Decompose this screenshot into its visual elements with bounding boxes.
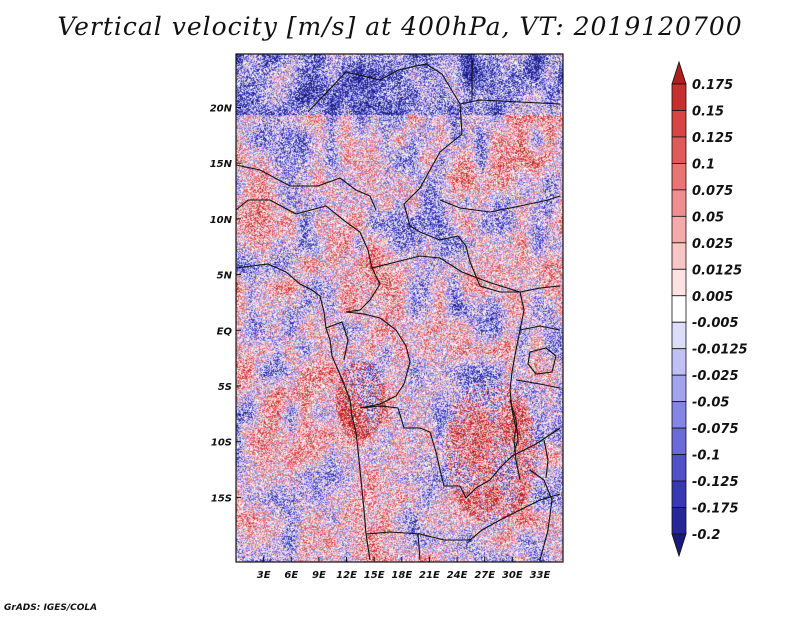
coastline-west-africa — [235, 263, 371, 561]
colorbar-level-label: 0.005 — [692, 290, 733, 305]
colorbar-level-label: 0.0125 — [692, 263, 742, 278]
border-south-sudan — [439, 195, 561, 213]
colorbar-level-label: -0.075 — [692, 422, 739, 437]
x-tick-label: 27E — [474, 570, 495, 581]
colorbar-swatch — [671, 215, 687, 244]
y-tick-label: 20N — [210, 103, 233, 114]
x-tick-label: 3E — [257, 570, 271, 581]
x-tick-label: 18E — [391, 570, 412, 581]
border-angola-zambia — [365, 493, 561, 541]
x-tick-label: 33E — [530, 570, 551, 581]
colorbar-legend: 0.175 0.15 0.125 0.1 0.075 0.05 0.025 0.0125 0.0… — [671, 60, 748, 558]
colorbar-level-label: -0.175 — [692, 502, 739, 517]
y-tick-label: 10N — [210, 215, 233, 226]
x-tick-label: 9E — [312, 570, 326, 581]
colorbar-swatch — [671, 401, 687, 429]
colorbar-swatch — [671, 427, 687, 455]
colorbar-swatch — [671, 454, 687, 482]
y-tick-label: 5S — [218, 382, 232, 393]
colorbar-level-label: -0.0125 — [692, 343, 748, 358]
y-tick-label: 10S — [211, 438, 232, 449]
colorbar-swatch — [671, 60, 687, 85]
border-drc-east — [509, 291, 525, 481]
border-uganda-kenya — [519, 325, 561, 331]
colorbar-level-label: 0.075 — [692, 184, 733, 199]
lake-tanganyika — [509, 399, 519, 453]
x-tick-label: 15E — [364, 570, 385, 581]
software-credit: GrADS: IGES/COLA — [4, 603, 98, 613]
colorbar-swatch — [671, 110, 687, 138]
colorbar-level-label: -0.1 — [692, 449, 720, 464]
colorbar-swatch — [671, 268, 687, 297]
colorbar-swatch — [671, 507, 687, 535]
border-namibia — [417, 533, 421, 561]
colorbar-swatch — [671, 374, 687, 403]
colorbar-level-label: -0.125 — [692, 475, 739, 490]
colorbar-level-label: -0.005 — [692, 316, 739, 331]
lake-malawi — [543, 439, 549, 479]
chart-title: Vertical velocity [m/s] at 400hPa, VT: 2… — [57, 12, 743, 41]
colorbar-level-label: 0.175 — [692, 78, 733, 93]
map-border-frame — [235, 53, 564, 563]
colorbar-swatch — [671, 83, 687, 111]
border-angola-drc — [359, 405, 467, 499]
y-tick-label: EQ — [217, 326, 233, 337]
x-tick-label: 12E — [336, 570, 357, 581]
map-panel — [236, 54, 563, 562]
x-tick-label: 30E — [502, 570, 523, 581]
border-niger-chad — [235, 164, 377, 211]
colorbar-level-label: -0.05 — [692, 396, 729, 411]
colorbar-swatch — [671, 136, 687, 164]
colorbar-level-label: 0.15 — [692, 104, 724, 119]
colorbar-swatch — [671, 480, 687, 508]
colorbar-swatch — [671, 189, 687, 217]
velocity-field — [236, 54, 563, 562]
y-tick-label: 15S — [211, 493, 232, 504]
colorbar-swatch — [671, 163, 687, 191]
colorbar-swatch — [671, 533, 687, 558]
latitude-axis: 20N 15N 10N 5N EQ 5S 10S 15S — [210, 103, 241, 504]
colorbar-swatch — [671, 321, 687, 350]
border-nigeria-cameroon — [235, 199, 381, 313]
colorbar-level-label: 0.125 — [692, 131, 733, 146]
colorbar-level-label: 0.05 — [692, 210, 724, 225]
colorbar-level-label: 0.1 — [692, 157, 715, 172]
x-tick-label: 21E — [419, 570, 440, 581]
colorbar-level-label: 0.025 — [692, 237, 733, 252]
colorbar-swatch — [671, 348, 687, 376]
border-congo-drc — [345, 311, 411, 409]
border-sudan-north — [459, 99, 561, 105]
lake-victoria — [527, 347, 557, 375]
border-chad-sudan — [403, 203, 520, 293]
colorbar-swatch — [671, 295, 687, 323]
y-tick-label: 15N — [210, 159, 233, 170]
border-tanzania — [515, 379, 561, 389]
colorbar-level-label: -0.025 — [692, 369, 739, 384]
border-libya-chad — [307, 63, 463, 205]
colorbar-swatch — [671, 242, 687, 270]
border-mozambique — [529, 469, 553, 561]
border-gabon — [325, 321, 349, 361]
country-borders — [235, 60, 561, 561]
x-tick-label: 24E — [447, 570, 468, 581]
x-tick-label: 6E — [284, 570, 298, 581]
longitude-axis: 3E 6E 9E 12E 15E 18E 21E 24E 27E 30E 33E — [257, 557, 551, 581]
y-tick-label: 5N — [217, 271, 233, 282]
border-zambia-drc — [465, 427, 561, 499]
border-car — [371, 255, 561, 293]
colorbar-level-label: -0.2 — [692, 528, 720, 543]
